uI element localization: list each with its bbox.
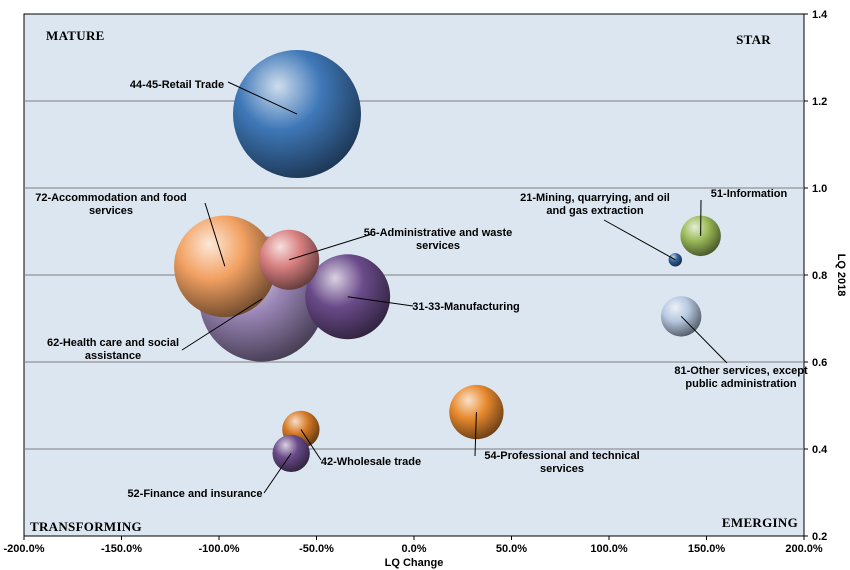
bubble-label: 62-Health care and social — [47, 337, 179, 349]
quadrant-label-top-left: MATURE — [46, 28, 105, 43]
bubble-label: 31-33-Manufacturing — [412, 301, 520, 313]
bubble-label: 72-Accommodation and food — [35, 192, 187, 204]
bubble-label: 54-Professional and technical — [484, 450, 639, 462]
x-tick-label: -150.0% — [101, 543, 142, 555]
bubble-label: services — [540, 463, 584, 475]
bubble-label: services — [89, 205, 133, 217]
leader-line — [347, 296, 414, 307]
bubble-label: 52-Finance and insurance — [127, 488, 262, 500]
bubble-label: 51-Information — [711, 188, 788, 200]
y-tick-label: 0.6 — [812, 357, 827, 369]
leader-line — [603, 219, 676, 261]
bubble-label: assistance — [85, 350, 141, 362]
leader-line — [263, 453, 292, 494]
bubble-label: services — [416, 240, 460, 252]
x-tick-label: 100.0% — [590, 543, 628, 555]
leader-line — [300, 429, 322, 461]
y-tick-label: 0.8 — [812, 270, 827, 282]
y-tick-label: 0.2 — [812, 531, 827, 543]
quadrant-label-top-right: STAR — [736, 32, 771, 47]
bubble-label: 42-Wholesale trade — [321, 456, 421, 468]
x-axis-title: LQ Change — [385, 557, 444, 569]
bubble-labels: 44-45-Retail Trade 56-Administrative and … — [35, 79, 808, 500]
leader-line — [227, 81, 298, 115]
x-tick-label: 50.0% — [496, 543, 527, 555]
bubble-label: and gas extraction — [546, 205, 643, 217]
quadrant-label-bottom-left: TRANSFORMING — [30, 519, 142, 534]
y-tick-label: 1.4 — [812, 9, 828, 21]
bubble-label: 44-45-Retail Trade — [130, 79, 224, 91]
bubble-label: public administration — [685, 378, 797, 390]
leader-line — [181, 298, 263, 351]
gridlines — [24, 100, 804, 450]
quadrant-labels: MATURE STAR TRANSFORMING EMERGING — [30, 28, 798, 534]
leader-line — [204, 202, 226, 267]
x-tick-label: 0.0% — [401, 543, 426, 555]
x-tick-label: -100.0% — [199, 543, 240, 555]
x-tick-label: 150.0% — [688, 543, 726, 555]
y-tick-label: 0.4 — [812, 444, 828, 456]
y-tick-label: 1.2 — [812, 96, 827, 108]
bubble-label: 56-Administrative and waste — [364, 227, 513, 239]
leader-line — [680, 315, 728, 364]
leader-line — [289, 233, 373, 261]
x-tick-label: -50.0% — [299, 543, 334, 555]
x-tick-label: 200.0% — [785, 543, 823, 555]
bubble — [272, 434, 310, 473]
bubble-label: 81-Other services, except — [674, 365, 808, 377]
y-axis-title: LQ 2018 — [835, 254, 847, 297]
y-tick-label: 1.0 — [812, 183, 827, 195]
leader-line — [474, 412, 477, 457]
y-axis-ticks: 0.2 0.4 0.6 0.8 1.0 1.2 1.4 — [804, 9, 828, 543]
quadrant-label-bottom-right: EMERGING — [722, 515, 798, 530]
bubble-label: 21-Mining, quarrying, and oil — [520, 192, 670, 204]
x-tick-label: -200.0% — [4, 543, 45, 555]
x-axis-ticks: -200.0% -150.0% -100.0% -50.0% 0.0% 50.0% 100.… — [4, 536, 823, 555]
